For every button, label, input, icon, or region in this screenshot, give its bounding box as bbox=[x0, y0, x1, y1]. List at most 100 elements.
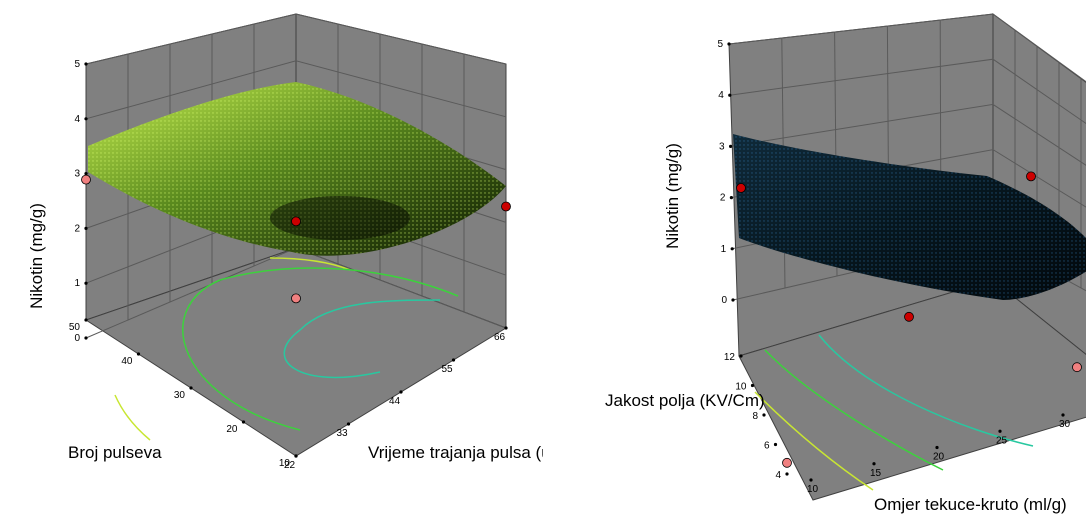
z-tick-label: 2 bbox=[74, 223, 80, 234]
x-tick-mark bbox=[451, 358, 456, 362]
z-tick-label: 0 bbox=[721, 295, 727, 306]
z-tick-label: 1 bbox=[74, 278, 80, 289]
x-tick-label: 25 bbox=[996, 435, 1008, 446]
x-tick-mark bbox=[998, 429, 1002, 433]
z-tick-mark bbox=[84, 281, 88, 285]
x-axis-label: Omjer tekuce-kruto (ml/g) bbox=[874, 495, 1067, 514]
y-tick-label: 20 bbox=[226, 424, 238, 435]
x-tick-label: 15 bbox=[870, 468, 882, 479]
z-tick-mark bbox=[731, 298, 735, 302]
response-surface bbox=[88, 82, 506, 256]
x-tick-label: 10 bbox=[807, 484, 819, 495]
z-tick-mark bbox=[84, 62, 88, 66]
y-tick-mark bbox=[785, 472, 789, 476]
y-tick-mark bbox=[241, 420, 246, 424]
design-points bbox=[81, 174, 511, 304]
y-tick-mark bbox=[773, 442, 778, 447]
z-tick-mark bbox=[727, 42, 731, 46]
y-tick-label: 8 bbox=[752, 411, 758, 422]
z-tick-mark bbox=[729, 144, 733, 148]
contour-green bbox=[764, 349, 944, 471]
x-tick-label: 22 bbox=[284, 460, 296, 471]
z-tick-mark bbox=[84, 172, 88, 176]
z-tick-mark bbox=[728, 93, 732, 97]
x-tick-mark bbox=[399, 390, 403, 394]
y-tick-mark bbox=[750, 383, 755, 388]
contour-outer bbox=[269, 257, 351, 271]
design-point bbox=[904, 311, 914, 322]
tick-labels: 0 1 2 3 4 5 22 33 44 55 66 10 20 30 40 50 bbox=[69, 59, 508, 471]
y-tick-mark bbox=[762, 413, 766, 417]
x-tick-label: 66 bbox=[494, 332, 506, 343]
surface-dots bbox=[88, 82, 506, 256]
x-tick-mark bbox=[809, 478, 813, 482]
z-tick-mark bbox=[84, 226, 88, 230]
z-gridline bbox=[728, 13, 1086, 83]
z-tick-label: 3 bbox=[719, 141, 725, 152]
z-gridline bbox=[729, 58, 1086, 125]
x-tick-mark bbox=[346, 422, 351, 426]
design-points bbox=[736, 171, 1082, 468]
x-tick-mark bbox=[504, 326, 508, 330]
design-point bbox=[1072, 362, 1082, 373]
y-tick-mark bbox=[739, 354, 743, 358]
y-tick-label: 4 bbox=[775, 470, 781, 481]
left-surface-chart: 0 1 2 3 4 5 22 33 44 55 66 10 20 30 40 50 Nikotin (mg/g… bbox=[27, 13, 543, 471]
z-axis-label: Nikotin (mg/g) bbox=[27, 203, 46, 309]
z-tick-mark bbox=[730, 247, 734, 251]
x-tick-mark bbox=[935, 445, 939, 450]
surface-dots bbox=[733, 134, 1086, 300]
y-tick-label: 10 bbox=[279, 458, 291, 469]
z-tick-label: 4 bbox=[74, 114, 80, 125]
design-point bbox=[291, 293, 301, 304]
z-tick-label: 5 bbox=[74, 59, 80, 70]
response-surface bbox=[733, 134, 1086, 300]
x-tick-label: 44 bbox=[389, 396, 401, 407]
y-tick-label: 10 bbox=[735, 382, 747, 393]
contour-mid bbox=[182, 267, 459, 431]
design-point bbox=[782, 457, 792, 468]
y-tick-mark bbox=[294, 454, 298, 458]
z-tick-mark bbox=[84, 336, 88, 340]
surface-dark-center bbox=[270, 196, 410, 240]
z-tick-label: 0 bbox=[74, 333, 80, 344]
z-tick-label: 4 bbox=[718, 90, 724, 101]
z-gridline bbox=[85, 13, 507, 65]
y-tick-mark bbox=[189, 386, 193, 390]
x-tick-mark bbox=[1061, 413, 1065, 417]
z-tick-label: 5 bbox=[717, 39, 723, 50]
design-point bbox=[291, 216, 301, 227]
x-axis-label: Vrijeme trajanja pulsa (us) bbox=[368, 443, 543, 462]
y-tick-mark bbox=[136, 352, 141, 356]
z-axis-label: Nikotin (mg/g) bbox=[663, 143, 682, 249]
design-point bbox=[501, 201, 511, 212]
z-tick-label: 1 bbox=[721, 244, 727, 255]
contour-yellow bbox=[754, 391, 874, 491]
x-tick-label: 20 bbox=[933, 452, 945, 463]
y-tick-label: 6 bbox=[764, 441, 770, 452]
y-axis-label: Broj pulseva bbox=[68, 443, 162, 462]
y-tick-mark bbox=[84, 318, 88, 322]
design-point bbox=[1026, 171, 1036, 182]
y-tick-label: 40 bbox=[121, 356, 133, 367]
floor bbox=[738, 279, 1086, 501]
floor-contours bbox=[114, 257, 459, 441]
y-tick-label: 50 bbox=[69, 322, 81, 333]
y-axis-label: Jakost polja (KV/Cm) bbox=[605, 391, 765, 410]
floor-contours bbox=[754, 334, 1034, 491]
z-tick-label: 3 bbox=[74, 169, 80, 180]
contour-left bbox=[114, 394, 151, 441]
x-tick-label: 30 bbox=[1059, 419, 1071, 430]
z-gridline bbox=[85, 60, 507, 120]
z-tick-mark bbox=[84, 117, 88, 121]
y-tick-label: 30 bbox=[174, 390, 186, 401]
contour-inner bbox=[283, 299, 441, 379]
z-tick-mark bbox=[729, 196, 733, 200]
design-point bbox=[81, 174, 91, 185]
x-tick-mark bbox=[872, 462, 876, 466]
y-tick-label: 12 bbox=[724, 352, 736, 363]
x-tick-label: 55 bbox=[442, 364, 454, 375]
x-tick-label: 33 bbox=[337, 428, 349, 439]
